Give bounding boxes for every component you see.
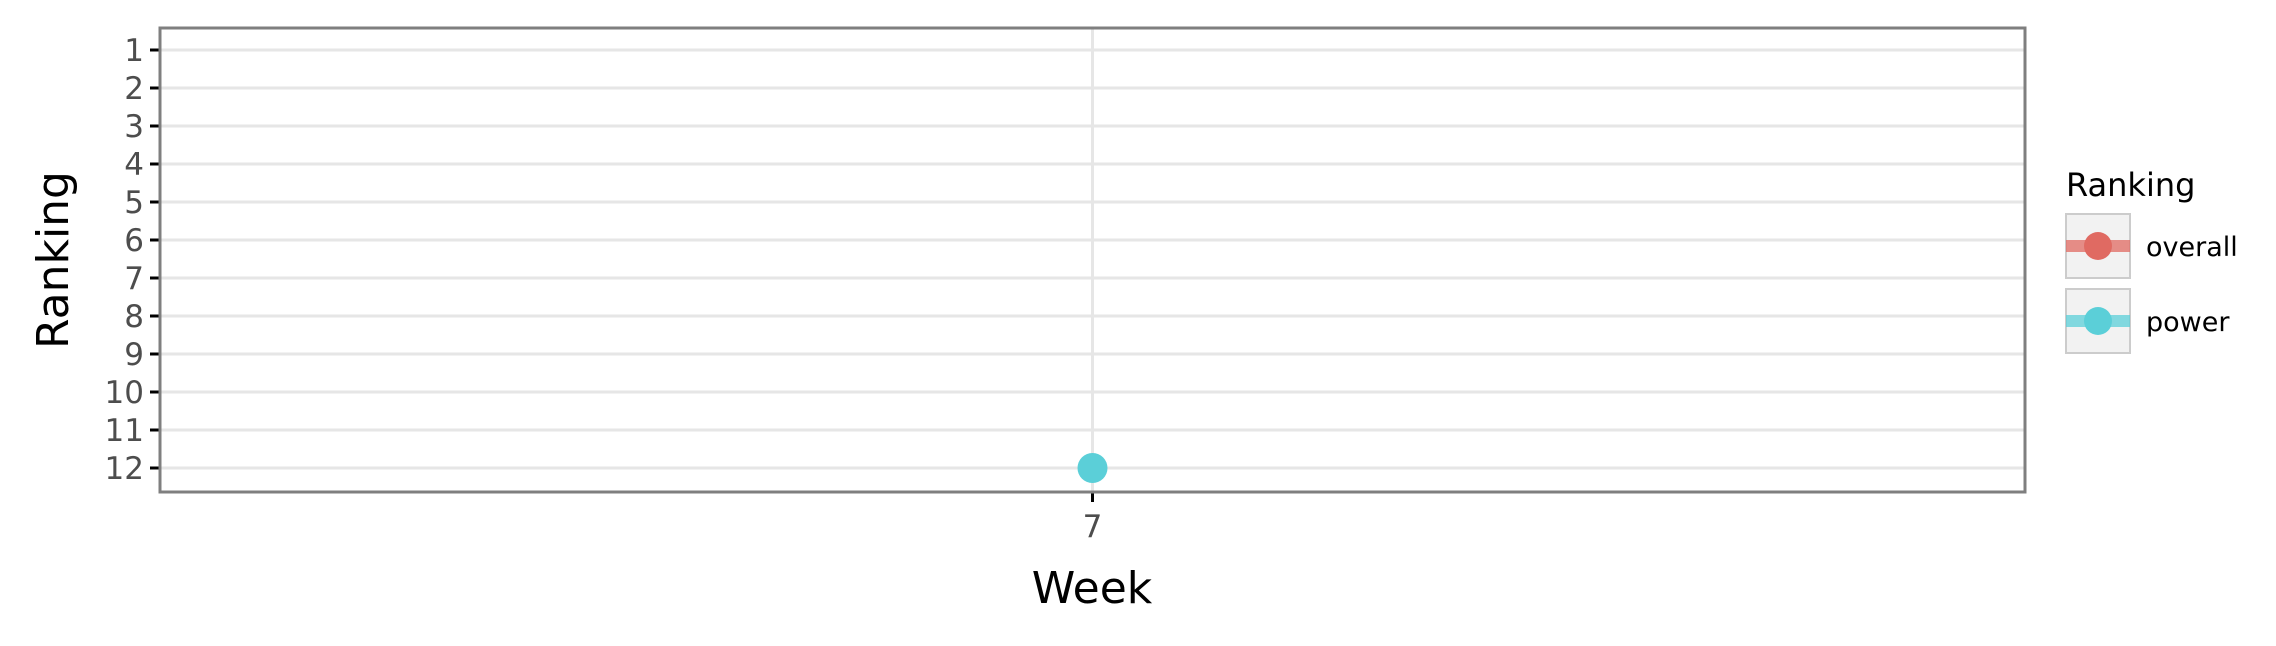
legend-key-point (2084, 232, 2112, 260)
legend-entry-overall: overall (2065, 213, 2238, 279)
y-tick-label: 2 (124, 71, 144, 107)
y-tick-label: 6 (124, 223, 144, 259)
x-axis: 7 (1083, 492, 1103, 545)
grid-lines (160, 28, 2025, 492)
x-tick-label: 7 (1083, 509, 1103, 545)
legend-entry-power: power (2065, 288, 2230, 354)
series-layer (1077, 453, 1108, 483)
y-tick-label: 4 (124, 147, 144, 183)
panel-border (158, 26, 2027, 494)
y-tick-label: 9 (124, 337, 144, 373)
legend-key-point (2084, 307, 2112, 335)
legend: Ranking overall power (2065, 166, 2238, 354)
y-axis-title: Ranking (28, 171, 79, 349)
legend-label: power (2146, 307, 2230, 338)
y-tick-label: 7 (124, 261, 144, 297)
y-tick-label: 5 (124, 185, 144, 221)
data-point-power (1077, 453, 1108, 483)
y-tick-label: 1 (124, 33, 144, 69)
legend-label: overall (2146, 232, 2238, 263)
y-tick-label: 8 (124, 299, 144, 335)
y-tick-label: 11 (105, 413, 144, 449)
x-axis-title: Week (1032, 563, 1153, 614)
y-tick-label: 3 (124, 109, 144, 145)
y-tick-label: 10 (105, 375, 144, 411)
legend-title: Ranking (2066, 166, 2195, 204)
y-tick-label: 12 (105, 451, 144, 487)
